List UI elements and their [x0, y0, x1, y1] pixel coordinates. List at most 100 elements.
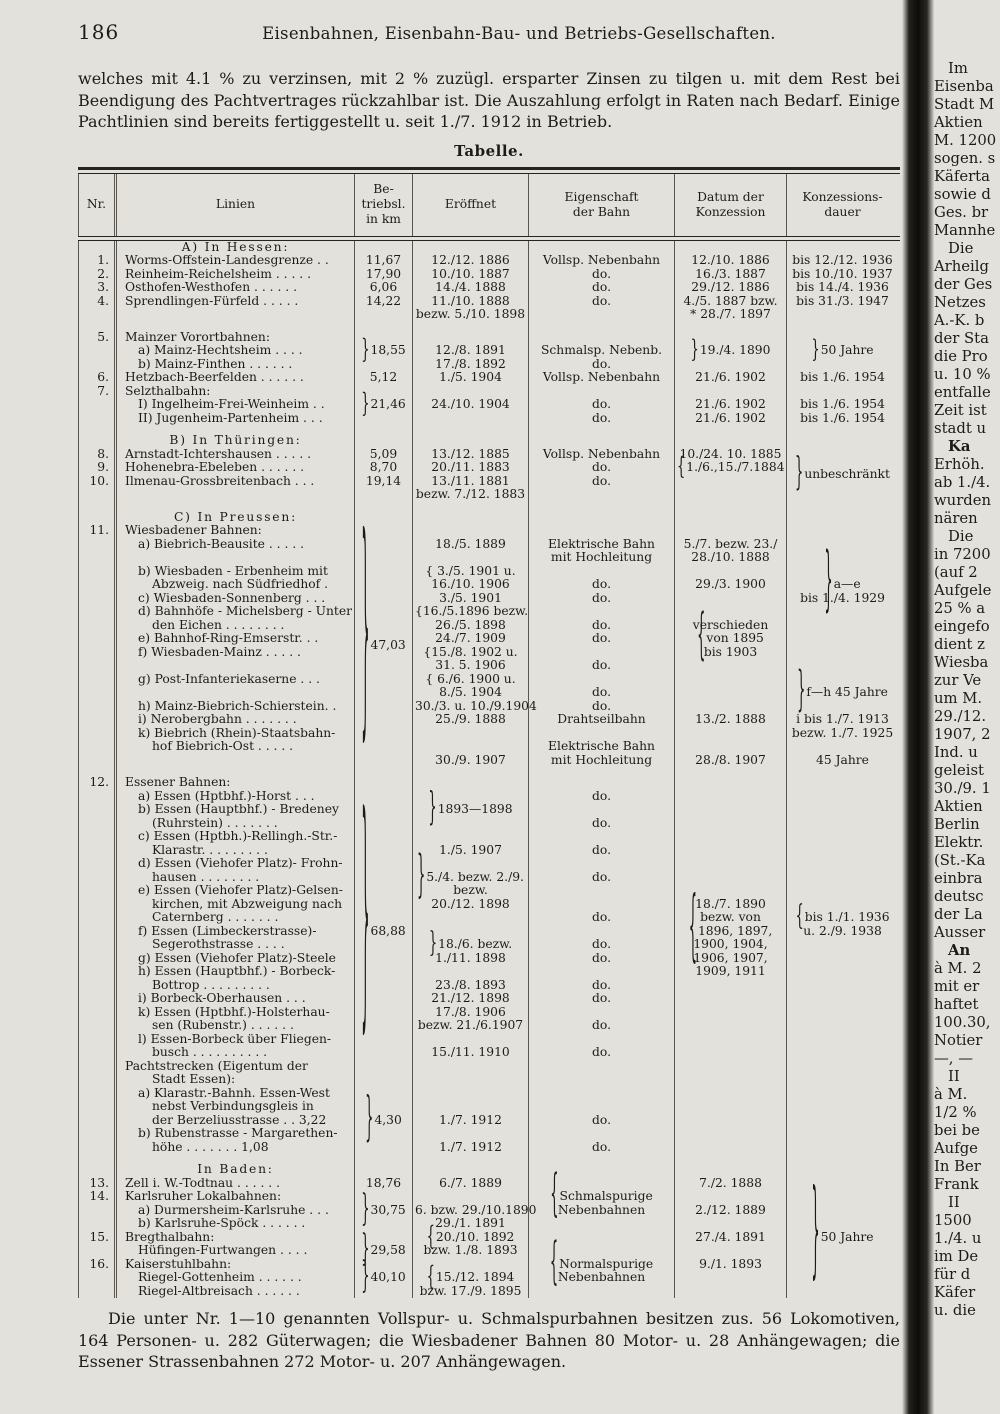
table-line: II) Jugenheim-Partenheim . . . [138, 410, 323, 425]
adjacent-page-line: (St.-Ka [934, 852, 986, 869]
table-line [531, 1100, 672, 1114]
table-line: Zell i. W.-Todtnau . . . . . . [125, 1175, 281, 1190]
adjacent-page-line: Eisenba [934, 78, 994, 95]
table-line [677, 605, 784, 619]
adjacent-page-line: sowie d [934, 186, 991, 203]
table-band: 12. Essener Bahnen: a) Essen (Hptbhf.)-Hor… [78, 767, 900, 1154]
table-line: bezw. 7./12. 1883 [415, 487, 526, 501]
table-line: h) Essen (Hauptbhf.) - Borbeck- [138, 964, 336, 978]
table-line: l) Essen-Borbeck über Fliegen- [138, 1031, 332, 1046]
table-line [789, 740, 896, 754]
table-line [789, 524, 896, 538]
table-cell-eig: Vollsp. Nebenbahn do. do. [528, 447, 674, 502]
table-line: Hetzbach-Beerfelden . . . . . . [125, 370, 304, 384]
adjacent-page-line: Berlin [934, 816, 980, 833]
table-cell-nr: 6. [78, 370, 114, 385]
table-line: }1893—1898 [428, 787, 513, 831]
page-number: 186 [78, 20, 120, 44]
table-band: 4. Sprendlingen-Fürfeld . . . . . 14,22 11.… [78, 293, 900, 322]
adjacent-page-line: dient z [934, 636, 985, 653]
table-line [531, 830, 672, 844]
table-line [81, 1204, 112, 1218]
table-line [531, 673, 672, 687]
table-line: bezw. 1./7. 1925 [791, 725, 894, 740]
table-cell-er: 10./10. 1887 [412, 267, 528, 281]
table-line: Nebenbahnen [557, 1202, 646, 1217]
table-cell-eig [528, 240, 674, 254]
adjacent-page-line: Mannhe [934, 222, 996, 239]
table-header-cell: Nr. [78, 173, 114, 236]
adjacent-page-line: u. 10 % [934, 366, 991, 383]
table-line: c) Essen (Hptbh.)-Rellingh.-Str.- [138, 829, 338, 843]
table-line [415, 1073, 526, 1087]
table-cell-linien: Mainzer Vorortbahnen: a) Mainz-Hechtsheim… [114, 321, 354, 371]
table-line: 6./7. 1889 [439, 1175, 502, 1190]
table-cell-nr: 4. [78, 293, 114, 322]
table-cell-nr: 3. [78, 280, 114, 295]
table-line: do. [592, 991, 611, 1005]
table-band: 3. Osthofen-Westhofen . . . . . . 6,06 14./… [78, 280, 900, 295]
table-line: 1./7. 1912 [439, 1112, 502, 1127]
table-cell-dat [674, 425, 786, 448]
table-line: 7./2. 1888 [699, 1175, 762, 1190]
adjacent-page-line: à M. [934, 1086, 968, 1103]
brace-decoration: } [797, 664, 806, 720]
table-line: 1. [97, 253, 109, 267]
adjacent-page-line: II [948, 1068, 960, 1085]
table-line: 13./12. 1885 [431, 446, 510, 461]
table-line: 8./5. 1904 [439, 685, 502, 699]
table-line: a) Mainz-Hechtsheim . . . . [138, 343, 303, 357]
adjacent-page-line: Erhöh. [934, 456, 985, 473]
table-cell-eig [528, 1154, 674, 1177]
brace-decoration: } [795, 451, 804, 496]
table-line: 31. 5. 1906 [435, 658, 506, 672]
table-line: 20./11. 1883 [431, 460, 510, 474]
table-line [531, 1006, 672, 1020]
adjacent-page-line: bei be [934, 1122, 980, 1139]
table-line: h) Mainz-Biebrich-Schierstein. . [138, 698, 337, 713]
table-band: 13. 14. 15. 16. Zell i. W.-Todtnau . . . … [78, 1166, 900, 1298]
brace-decoration: } [811, 336, 820, 365]
table-line: Nebenbahnen [557, 1270, 646, 1284]
table-line: bis 1./4. 1929 [800, 590, 885, 605]
table-line: 18./5. 1889 [435, 536, 506, 551]
table-cell-dau: }50 Jahre [786, 321, 898, 371]
adjacent-page-line: entfalle [934, 384, 991, 401]
adjacent-page-line: A.-K. b [934, 312, 985, 329]
table-line: 30./9. 1907 [435, 752, 506, 767]
table-line: }29,58 [361, 1229, 406, 1271]
table-line: do. [592, 1018, 611, 1032]
adjacent-page-line: stadt u [934, 420, 987, 437]
table-line: 23./8. 1893 [435, 977, 506, 992]
table-line [415, 331, 526, 345]
table-line: Essener Bahnen: [125, 775, 231, 789]
table-line [531, 857, 672, 871]
table-line: 8. [97, 446, 109, 461]
table-line: 15. [89, 1229, 109, 1244]
table-line [789, 803, 896, 817]
table-line: {Schmalspurige [550, 1166, 653, 1225]
table-line [531, 1087, 672, 1101]
table-line: 21./6. 1902 [695, 370, 766, 384]
adjacent-page-line: Ausser [934, 924, 986, 941]
table-band: 8. 9. 10. Arnstadt-Ichtershausen . . . . .H… [78, 446, 900, 502]
table-line: do. [592, 473, 611, 488]
table-line [677, 673, 784, 687]
table-line: 4. [97, 293, 109, 308]
table-line: 7. [97, 383, 109, 398]
table-line: do. [592, 397, 611, 411]
table-line: do. [592, 460, 611, 474]
table-cell-dau: }a—e bis 1./4. 1929 }f—h 45 Jahre i bis 1… [786, 524, 898, 767]
table-cell-km: 11,67 [354, 253, 412, 268]
table-line [415, 524, 526, 538]
adjacent-page-line: Aktien [934, 798, 983, 815]
table-line: }68,88 [361, 782, 406, 1071]
brace-decoration: { [426, 1221, 435, 1252]
table-line: do. [592, 950, 611, 965]
brace-decoration: } [690, 336, 699, 365]
table-cell-er [412, 240, 528, 254]
table-line: 14,22 [365, 293, 402, 308]
table-line: {Normalspurige [549, 1234, 654, 1293]
table-cell-km: 5,09 8,70 19,14 [354, 447, 412, 502]
table-line: Ilmenau-Grossbreitenbach . . . [125, 473, 315, 488]
